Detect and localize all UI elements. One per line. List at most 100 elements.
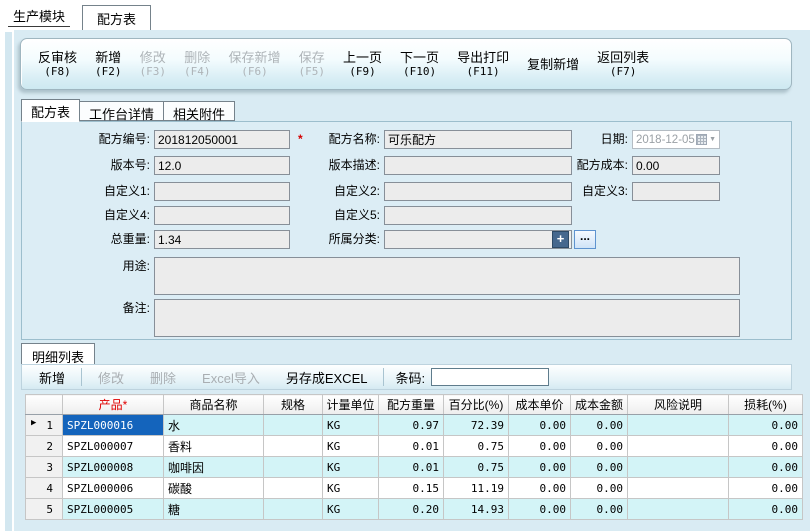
table-cell[interactable] (263, 477, 323, 499)
toolbar-button[interactable]: 反审核 (F8) (38, 50, 78, 78)
custom5-input[interactable] (384, 206, 572, 225)
column-header[interactable]: 损耗(%) (728, 394, 803, 415)
table-cell[interactable]: 0.75 (443, 456, 509, 478)
table-cell[interactable] (627, 414, 729, 436)
table-cell[interactable]: KG (322, 414, 379, 436)
table-row[interactable]: 5 SPZL000005 糖 KG 0.20 14.93 0.00 0.00 0.00 (25, 498, 803, 520)
table-cell[interactable]: 水 (163, 414, 264, 436)
table-cell[interactable]: KG (322, 477, 379, 499)
table-cell[interactable] (627, 498, 729, 520)
barcode-input[interactable] (431, 368, 550, 386)
table-cell[interactable]: 11.19 (443, 477, 509, 499)
toolbar-button[interactable]: 下一页 (F10) (400, 50, 440, 78)
column-header[interactable]: 成本单价 (508, 394, 571, 415)
table-cell[interactable]: 0.20 (378, 498, 444, 520)
table-cell[interactable]: 0.00 (508, 498, 571, 520)
total-weight-input[interactable] (154, 230, 290, 249)
table-cell[interactable]: 0.00 (508, 477, 571, 499)
column-header[interactable]: 商品名称 (163, 394, 264, 415)
row-header[interactable]: ▶ 1 (25, 414, 63, 436)
table-cell[interactable] (263, 456, 323, 478)
row-header[interactable]: 3 (25, 456, 63, 478)
custom4-input[interactable] (154, 206, 290, 225)
column-header[interactable]: 配方重量 (378, 394, 444, 415)
table-cell[interactable]: KG (322, 498, 379, 520)
table-cell[interactable]: 0.00 (570, 414, 628, 436)
table-cell[interactable]: 0.00 (728, 477, 803, 499)
table-cell[interactable]: 香料 (163, 435, 264, 457)
table-row[interactable]: 2 SPZL000007 香料 KG 0.01 0.75 0.00 0.00 0.00 (25, 435, 803, 457)
row-header[interactable]: 5 (25, 498, 63, 520)
date-picker[interactable]: 2018-12-05 ▼ (632, 130, 720, 149)
table-cell[interactable]: SPZL000007 (62, 435, 164, 457)
detail-list-tab[interactable]: 明细列表 (21, 343, 96, 365)
table-cell[interactable]: SPZL000006 (62, 477, 164, 499)
usage-textarea[interactable] (154, 257, 740, 295)
table-cell[interactable]: KG (322, 435, 379, 457)
cost-input[interactable] (632, 156, 720, 175)
table-cell[interactable]: 0.00 (570, 456, 628, 478)
custom1-input[interactable] (154, 182, 290, 201)
remark-textarea[interactable] (154, 299, 740, 337)
table-cell[interactable]: SPZL000008 (62, 456, 164, 478)
table-row[interactable]: ▶ 1 SPZL000016 水 KG 0.97 72.39 0.00 0.00 0.00 (25, 414, 803, 436)
table-cell[interactable] (263, 435, 323, 457)
table-cell[interactable]: 0.00 (508, 456, 571, 478)
table-cell[interactable]: 0.97 (378, 414, 444, 436)
table-cell[interactable]: 0.15 (378, 477, 444, 499)
row-header[interactable]: 2 (25, 435, 63, 457)
form-tab[interactable]: 相关附件 (163, 101, 236, 122)
tab-recipe-sheet[interactable]: 配方表 (82, 5, 152, 30)
recipe-no-input[interactable] (154, 130, 290, 149)
version-desc-input[interactable] (384, 156, 572, 175)
table-cell[interactable]: 0.00 (570, 435, 628, 457)
toolbar-button[interactable]: 返回列表 (F7) (597, 50, 650, 78)
table-cell[interactable] (627, 456, 729, 478)
toolbar-button[interactable]: 新增 (F2) (95, 50, 122, 78)
table-cell[interactable] (627, 477, 729, 499)
table-cell[interactable]: 0.01 (378, 456, 444, 478)
column-header[interactable]: 成本金额 (570, 394, 628, 415)
toolbar-button[interactable]: 导出打印 (F11) (457, 50, 510, 78)
table-cell[interactable]: 14.93 (443, 498, 509, 520)
table-cell[interactable]: 0.00 (508, 435, 571, 457)
table-cell[interactable]: 0.00 (570, 498, 628, 520)
detail-button[interactable]: 新增 (39, 370, 66, 386)
table-cell[interactable]: 咖啡因 (163, 456, 264, 478)
table-cell[interactable]: 72.39 (443, 414, 509, 436)
table-cell[interactable]: SPZL000005 (62, 498, 164, 520)
table-cell[interactable]: 糖 (163, 498, 264, 520)
table-cell[interactable]: 0.00 (508, 414, 571, 436)
category-browse-button[interactable]: ... (574, 230, 596, 249)
table-cell[interactable]: 0.00 (728, 435, 803, 457)
column-header[interactable]: 百分比(%) (443, 394, 509, 415)
table-cell[interactable]: 0.01 (378, 435, 444, 457)
table-cell[interactable] (263, 414, 323, 436)
table-cell[interactable]: KG (322, 456, 379, 478)
row-header[interactable]: 4 (25, 477, 63, 499)
custom3-input[interactable] (632, 182, 720, 201)
table-cell[interactable]: 0.00 (728, 498, 803, 520)
table-cell[interactable]: 0.00 (570, 477, 628, 499)
table-row[interactable]: 3 SPZL000008 咖啡因 KG 0.01 0.75 0.00 0.00 0.00 (25, 456, 803, 478)
version-input[interactable] (154, 156, 290, 175)
column-header[interactable]: 规格 (263, 394, 323, 415)
toolbar-button[interactable]: 上一页 (F9) (343, 50, 383, 78)
recipe-name-input[interactable] (384, 130, 572, 149)
table-cell[interactable] (263, 498, 323, 520)
table-cell[interactable]: 0.00 (728, 456, 803, 478)
column-header[interactable]: 产品* (62, 394, 164, 415)
custom2-input[interactable] (384, 182, 572, 201)
table-cell[interactable]: 碳酸 (163, 477, 264, 499)
toolbar-button[interactable]: 复制新增 (527, 56, 580, 72)
detail-button[interactable]: 另存成EXCEL (285, 370, 368, 386)
form-tab[interactable]: 工作台详情 (79, 101, 165, 122)
column-header[interactable] (25, 394, 63, 415)
category-add-button[interactable]: + (552, 231, 569, 248)
form-tab[interactable]: 配方表 (21, 99, 81, 122)
table-cell[interactable] (627, 435, 729, 457)
column-header[interactable]: 计量单位 (322, 394, 379, 415)
table-row[interactable]: 4 SPZL000006 碳酸 KG 0.15 11.19 0.00 0.00 0.00 (25, 477, 803, 499)
category-input[interactable] (384, 230, 572, 249)
table-cell[interactable]: 0.00 (728, 414, 803, 436)
